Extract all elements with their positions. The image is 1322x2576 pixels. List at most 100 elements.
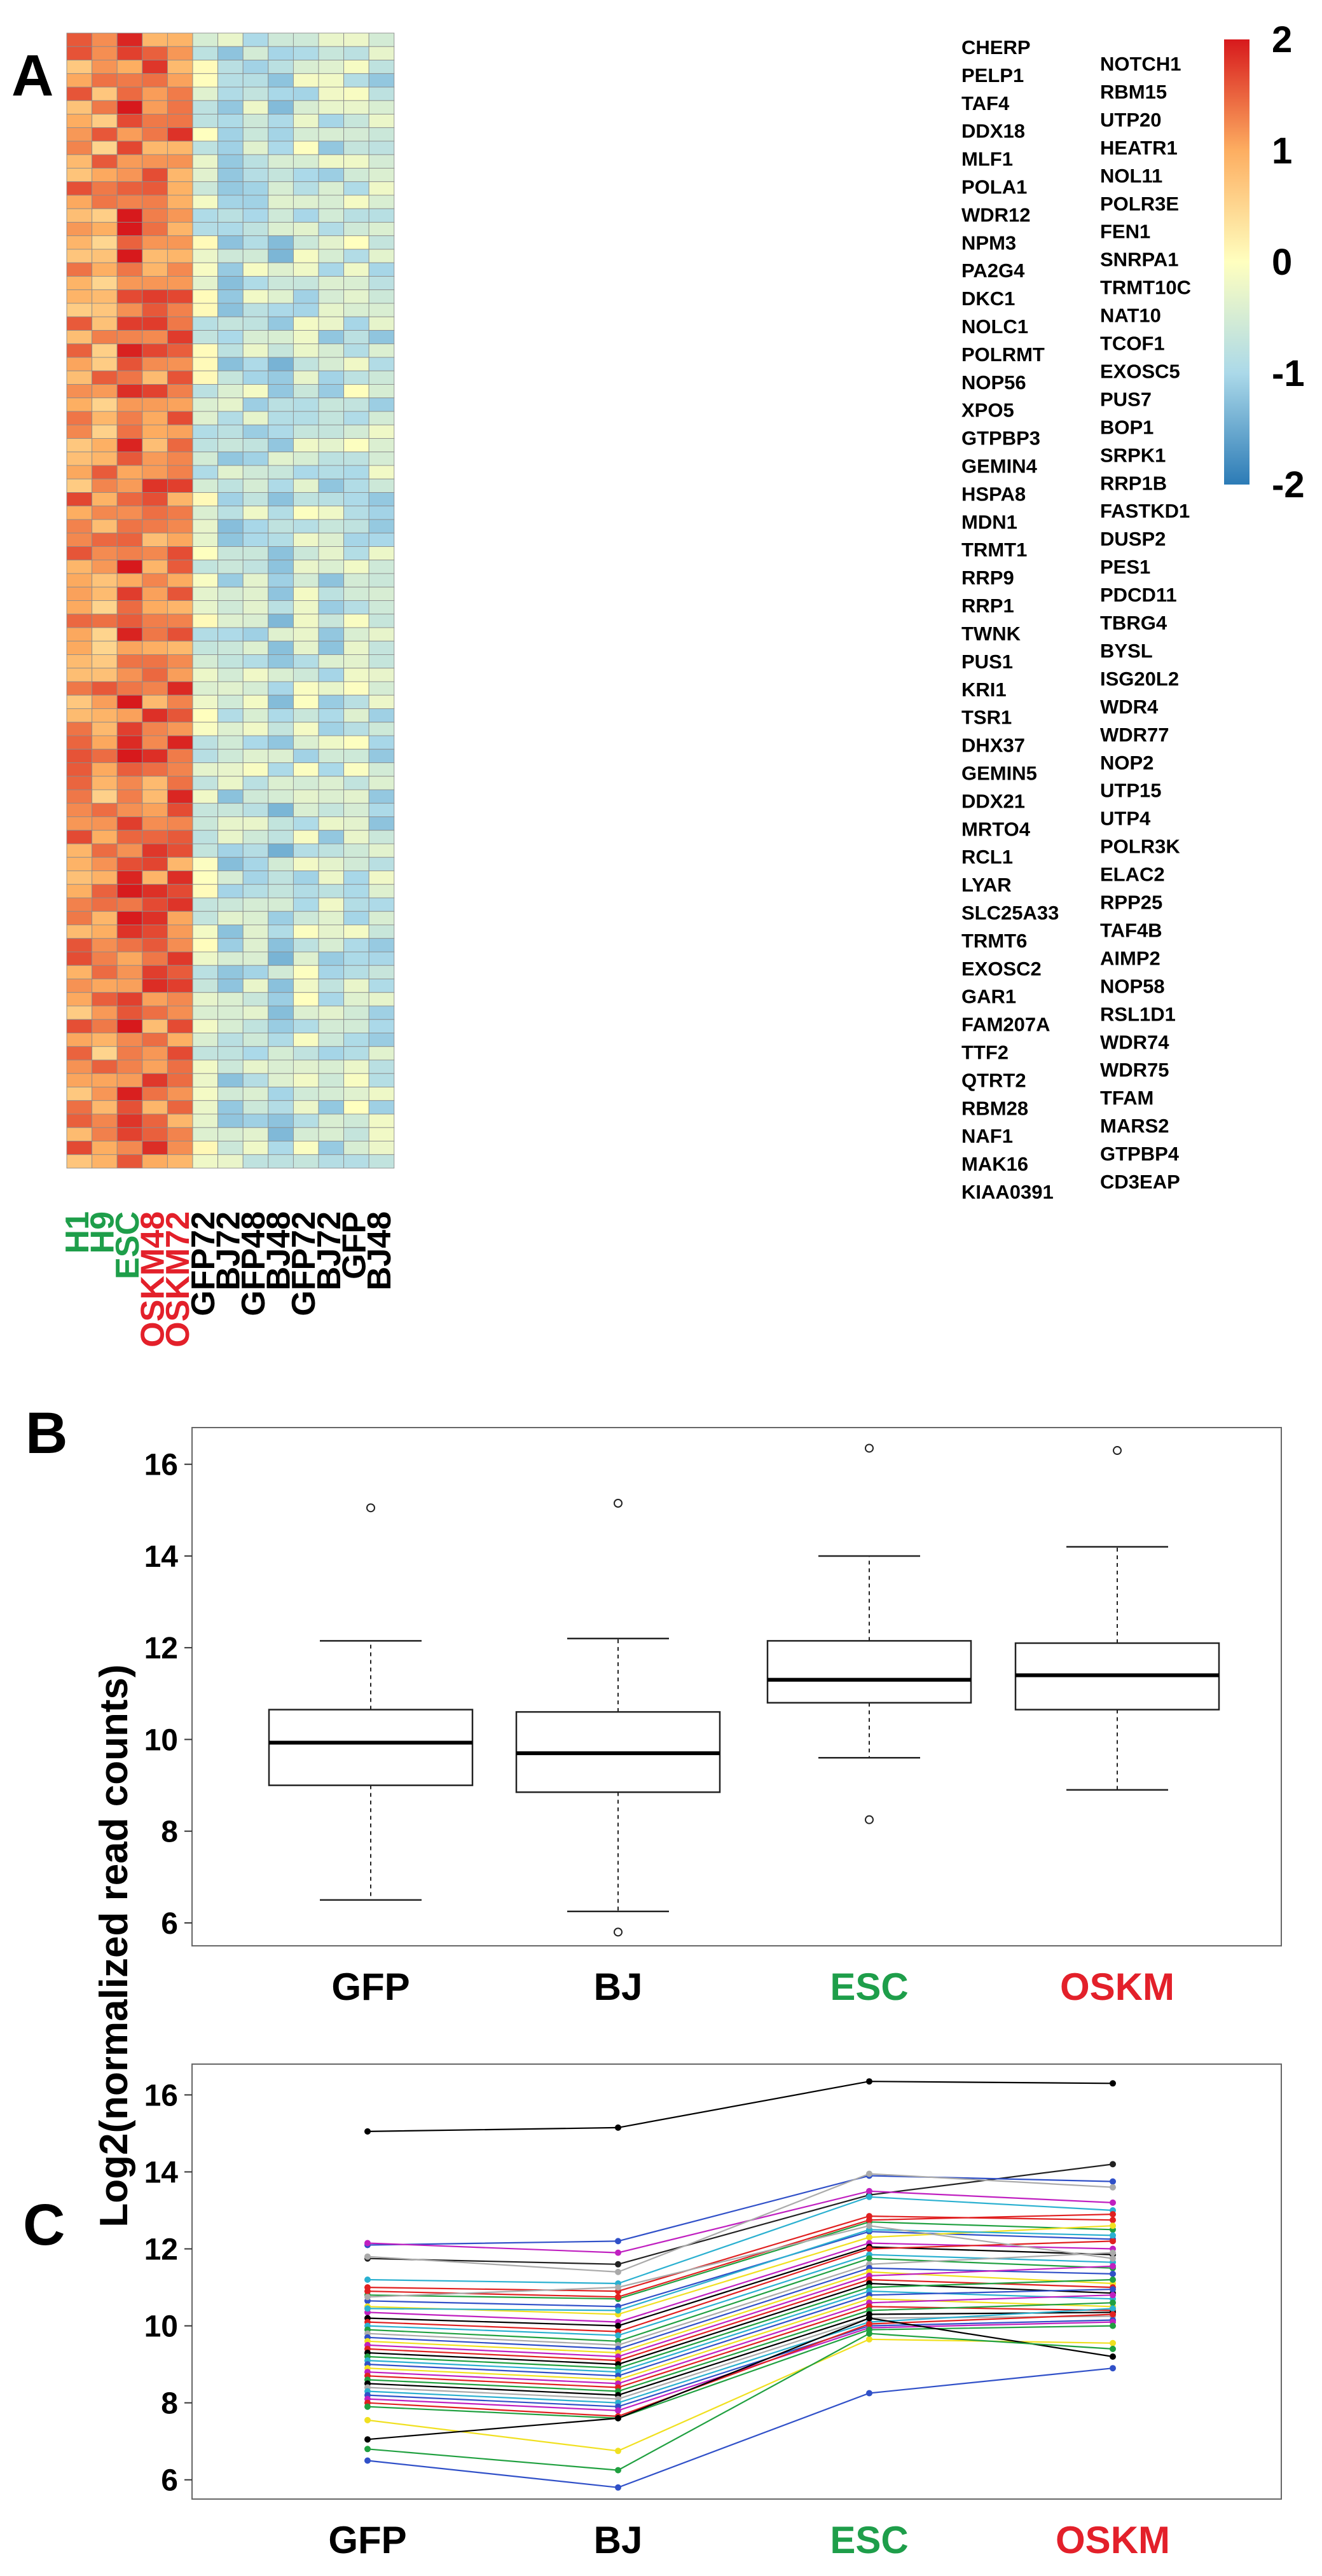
- heatmap-cell: [217, 627, 244, 642]
- heatmap-cell: [66, 614, 93, 628]
- heatmap-cell: [142, 127, 168, 142]
- heatmap-cell: [116, 694, 143, 709]
- heatmap-cell: [293, 897, 319, 912]
- heatmap-cell: [116, 802, 143, 817]
- heatmap-cell: [343, 195, 369, 209]
- heatmap-cell: [293, 762, 319, 777]
- heatmap-cell: [368, 1100, 395, 1115]
- heatmap-panel: CHERP PELP1 TAF4 DDX18 MLF1 POLA1 WDR12 NPM3 PA2…: [59, 19, 1305, 1347]
- series-point: [866, 2255, 872, 2262]
- box-outlier: [614, 1927, 623, 1937]
- heatmap-cell: [293, 357, 319, 371]
- heatmap-cell: [293, 640, 319, 655]
- heatmap-cell: [343, 141, 369, 155]
- heatmap-cell: [192, 86, 219, 101]
- heatmap-cell: [66, 1100, 93, 1115]
- heatmap-cell: [167, 303, 193, 317]
- series-point: [1110, 2263, 1116, 2269]
- heatmap-cell: [66, 276, 93, 291]
- heatmap-cell: [92, 330, 118, 345]
- heatmap-cell: [116, 208, 143, 223]
- heatmap-cell: [293, 532, 319, 547]
- heatmap-cell: [343, 586, 369, 601]
- heatmap-cell: [318, 249, 345, 263]
- heatmap-cell: [343, 519, 369, 534]
- heatmap-cell: [116, 478, 143, 493]
- heatmap-cell: [293, 694, 319, 709]
- heatmap-cell: [368, 979, 395, 993]
- heatmap-cell: [343, 411, 369, 425]
- heatmap-cell: [268, 303, 294, 317]
- series-point: [364, 2436, 371, 2443]
- heatmap-cell: [167, 1154, 193, 1169]
- heatmap-cell: [343, 1141, 369, 1155]
- heatmap-cell: [66, 222, 93, 237]
- heatmap-cell: [368, 560, 395, 574]
- series-point: [615, 2332, 621, 2339]
- heatmap-cell: [116, 249, 143, 263]
- heatmap-cell: [142, 735, 168, 750]
- heatmap-cell: [318, 32, 345, 47]
- colorbar-tick-label: 1: [1272, 130, 1292, 172]
- series-point: [364, 2403, 371, 2410]
- heatmap-cell: [116, 897, 143, 912]
- heatmap-cell: [116, 1073, 143, 1087]
- heatmap-cell: [368, 843, 395, 858]
- heatmap-cell: [318, 208, 345, 223]
- heatmap-cell: [116, 1113, 143, 1128]
- heatmap-cell: [242, 114, 269, 128]
- heatmap-cell: [66, 979, 93, 993]
- heatmap-cell: [318, 1019, 345, 1033]
- heatmap-cell: [242, 776, 269, 790]
- heatmap-cell: [142, 100, 168, 114]
- heatmap-cell: [343, 424, 369, 439]
- heatmap-cell: [268, 1127, 294, 1141]
- gene-label-right: CD3EAP: [1100, 1171, 1180, 1193]
- x-category-label: OSKM: [1060, 1966, 1174, 2008]
- heatmap-cell: [368, 532, 395, 547]
- heatmap-cell: [66, 343, 93, 358]
- heatmap-cell: [142, 911, 168, 925]
- x-category-label: ESC: [830, 2519, 908, 2561]
- heatmap-cell: [318, 100, 345, 114]
- heatmap-cell: [92, 722, 118, 736]
- gene-label-right: RBM15: [1100, 81, 1167, 103]
- y-tick-label: 16: [144, 2079, 178, 2112]
- heatmap-cell: [167, 816, 193, 831]
- heatmap-cell: [293, 1087, 319, 1101]
- heatmap-cell: [92, 762, 118, 777]
- heatmap-cell: [217, 925, 244, 939]
- heatmap-cell: [242, 127, 269, 142]
- heatmap-cell: [92, 100, 118, 114]
- heatmap-cell: [92, 316, 118, 331]
- heatmap-cell: [293, 330, 319, 345]
- heatmap-cell: [142, 32, 168, 47]
- series-point: [1110, 2365, 1116, 2372]
- heatmap-cell: [242, 897, 269, 912]
- heatmap-cell: [192, 776, 219, 790]
- series-line: [367, 2081, 1113, 2132]
- heatmap-cell: [92, 694, 118, 709]
- y-tick-label: 6: [161, 1907, 178, 1941]
- heatmap-cells: [66, 32, 395, 1169]
- heatmap-cell: [368, 73, 395, 88]
- heatmap-cell: [167, 560, 193, 574]
- heatmap-cell: [66, 911, 93, 925]
- heatmap-cell: [368, 871, 395, 885]
- heatmap-cell: [167, 708, 193, 723]
- heatmap-cell: [368, 1127, 395, 1141]
- heatmap-cell: [192, 289, 219, 304]
- gene-label-right: AIMP2: [1100, 947, 1160, 969]
- heatmap-cell: [242, 303, 269, 317]
- heatmap-cell: [293, 465, 319, 479]
- heatmap-cell: [217, 897, 244, 912]
- series-point: [615, 2448, 621, 2455]
- heatmap-cell: [192, 438, 219, 453]
- heatmap-cell: [242, 668, 269, 682]
- heatmap-cell: [142, 519, 168, 534]
- gene-label-right: EXOSC5: [1100, 361, 1180, 383]
- series-line: [367, 2321, 1113, 2411]
- heatmap-cell: [293, 951, 319, 966]
- heatmap-cell: [368, 357, 395, 371]
- heatmap-cell: [368, 1141, 395, 1155]
